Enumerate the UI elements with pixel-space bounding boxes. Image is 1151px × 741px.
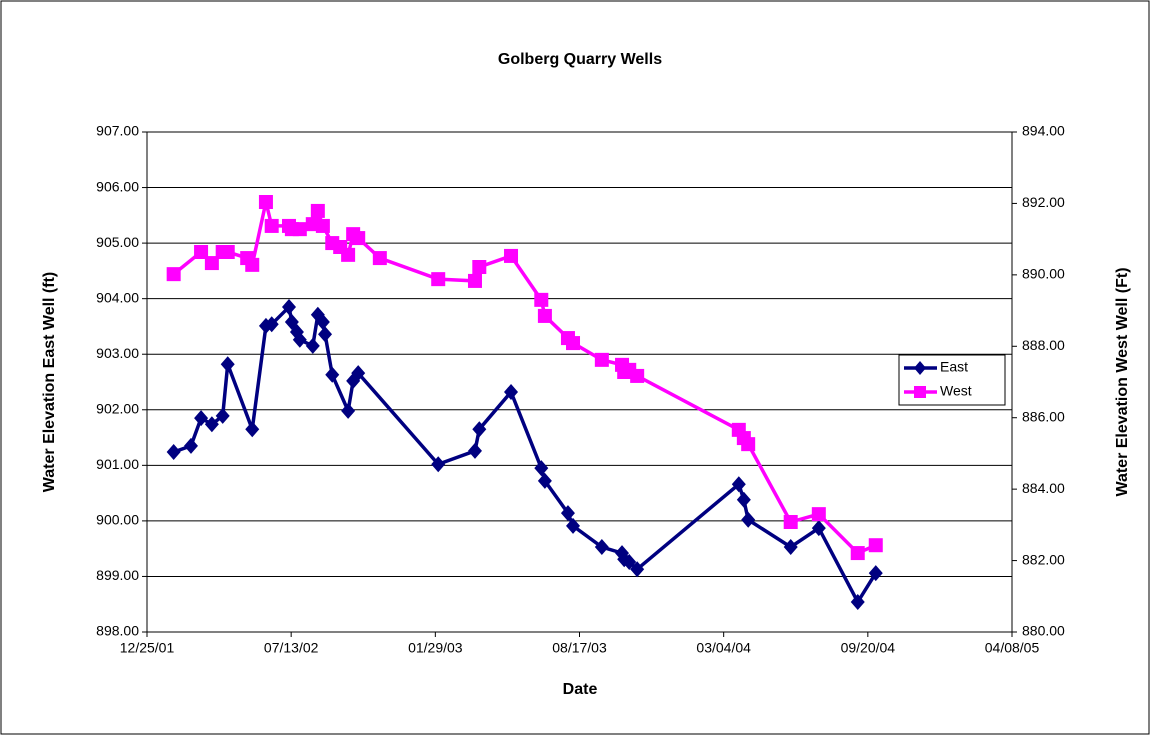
x-tick-label: 07/13/02 xyxy=(264,640,319,656)
marker xyxy=(325,366,340,383)
y2-tick-label: 882.00 xyxy=(1022,551,1065,567)
marker xyxy=(282,299,297,315)
marker xyxy=(258,195,273,209)
x-tick-label: 12/25/01 xyxy=(120,640,175,656)
marker xyxy=(868,538,883,553)
y-tick-label: 903.00 xyxy=(96,345,139,361)
marker xyxy=(811,520,826,537)
marker xyxy=(315,218,330,233)
marker xyxy=(741,437,756,452)
marker xyxy=(594,539,609,555)
y2-axis-title: Water Elevation West Well (Ft) xyxy=(1114,267,1131,496)
y2-tick-label: 884.00 xyxy=(1022,480,1065,496)
marker xyxy=(741,511,756,528)
x-tick-label: 03/04/04 xyxy=(696,640,751,656)
y-tick-label: 901.00 xyxy=(96,456,139,472)
marker xyxy=(292,222,307,237)
legend-label: West xyxy=(940,383,972,399)
marker xyxy=(431,272,446,287)
x-axis-title: Date xyxy=(563,681,598,698)
marker xyxy=(341,402,356,419)
marker xyxy=(630,561,645,578)
y-tick-label: 907.00 xyxy=(96,123,139,139)
marker xyxy=(264,218,279,233)
legend-label: East xyxy=(940,359,968,375)
marker xyxy=(310,203,325,218)
marker xyxy=(850,546,865,561)
marker xyxy=(215,407,230,424)
marker xyxy=(467,442,482,459)
marker xyxy=(534,292,549,307)
marker xyxy=(467,273,482,288)
marker xyxy=(204,416,219,433)
marker xyxy=(811,507,826,522)
marker xyxy=(472,421,487,438)
y2-tick-label: 894.00 xyxy=(1022,123,1065,139)
plot-area xyxy=(146,131,1013,633)
marker xyxy=(431,456,446,473)
marker xyxy=(305,337,320,354)
marker xyxy=(372,251,387,266)
y-tick-label: 905.00 xyxy=(96,234,139,250)
x-tick-label: 04/08/05 xyxy=(985,640,1040,656)
marker xyxy=(731,476,746,493)
marker xyxy=(537,472,552,489)
y-tick-label: 899.00 xyxy=(96,567,139,583)
marker xyxy=(566,336,581,351)
x-tick-label: 08/17/03 xyxy=(552,640,607,656)
x-tick-label: 09/20/04 xyxy=(841,640,896,656)
marker xyxy=(245,257,260,272)
marker xyxy=(630,368,645,383)
marker xyxy=(472,260,487,274)
y2-tick-label: 886.00 xyxy=(1022,408,1065,424)
marker xyxy=(220,245,235,259)
y-tick-label: 900.00 xyxy=(96,512,139,528)
y2-tick-label: 888.00 xyxy=(1022,337,1065,353)
marker xyxy=(341,247,356,262)
legend-marker xyxy=(914,386,926,398)
marker xyxy=(850,594,865,610)
marker xyxy=(292,331,307,348)
marker xyxy=(264,316,279,333)
y2-tick-label: 880.00 xyxy=(1022,623,1065,639)
y-tick-label: 902.00 xyxy=(96,400,139,416)
marker xyxy=(537,308,552,323)
y2-tick-label: 890.00 xyxy=(1022,266,1065,282)
marker xyxy=(351,231,366,246)
marker xyxy=(245,421,260,438)
y-axis-title: Water Elevation East Well (ft) xyxy=(41,272,58,492)
chart-title: Golberg Quarry Wells xyxy=(498,51,662,68)
marker xyxy=(194,410,209,427)
marker xyxy=(351,365,366,382)
marker xyxy=(318,326,333,343)
marker xyxy=(504,384,519,400)
marker xyxy=(504,248,519,263)
y-tick-label: 906.00 xyxy=(96,178,139,194)
marker xyxy=(204,256,219,271)
marker xyxy=(783,515,798,529)
y-tick-label: 904.00 xyxy=(96,289,139,305)
marker xyxy=(594,352,609,367)
y2-tick-label: 892.00 xyxy=(1022,194,1065,210)
marker xyxy=(183,437,198,454)
marker xyxy=(166,267,181,282)
marker xyxy=(315,314,330,330)
marker xyxy=(783,539,798,555)
marker xyxy=(736,491,751,508)
marker xyxy=(622,554,637,570)
legend-marker xyxy=(914,361,926,375)
marker xyxy=(560,505,575,522)
marker xyxy=(220,356,235,373)
y-tick-label: 898.00 xyxy=(96,623,139,639)
marker xyxy=(534,460,549,477)
marker xyxy=(194,245,209,259)
marker xyxy=(166,444,181,460)
marker xyxy=(566,517,581,534)
x-tick-label: 01/29/03 xyxy=(408,640,463,656)
marker xyxy=(868,565,883,582)
